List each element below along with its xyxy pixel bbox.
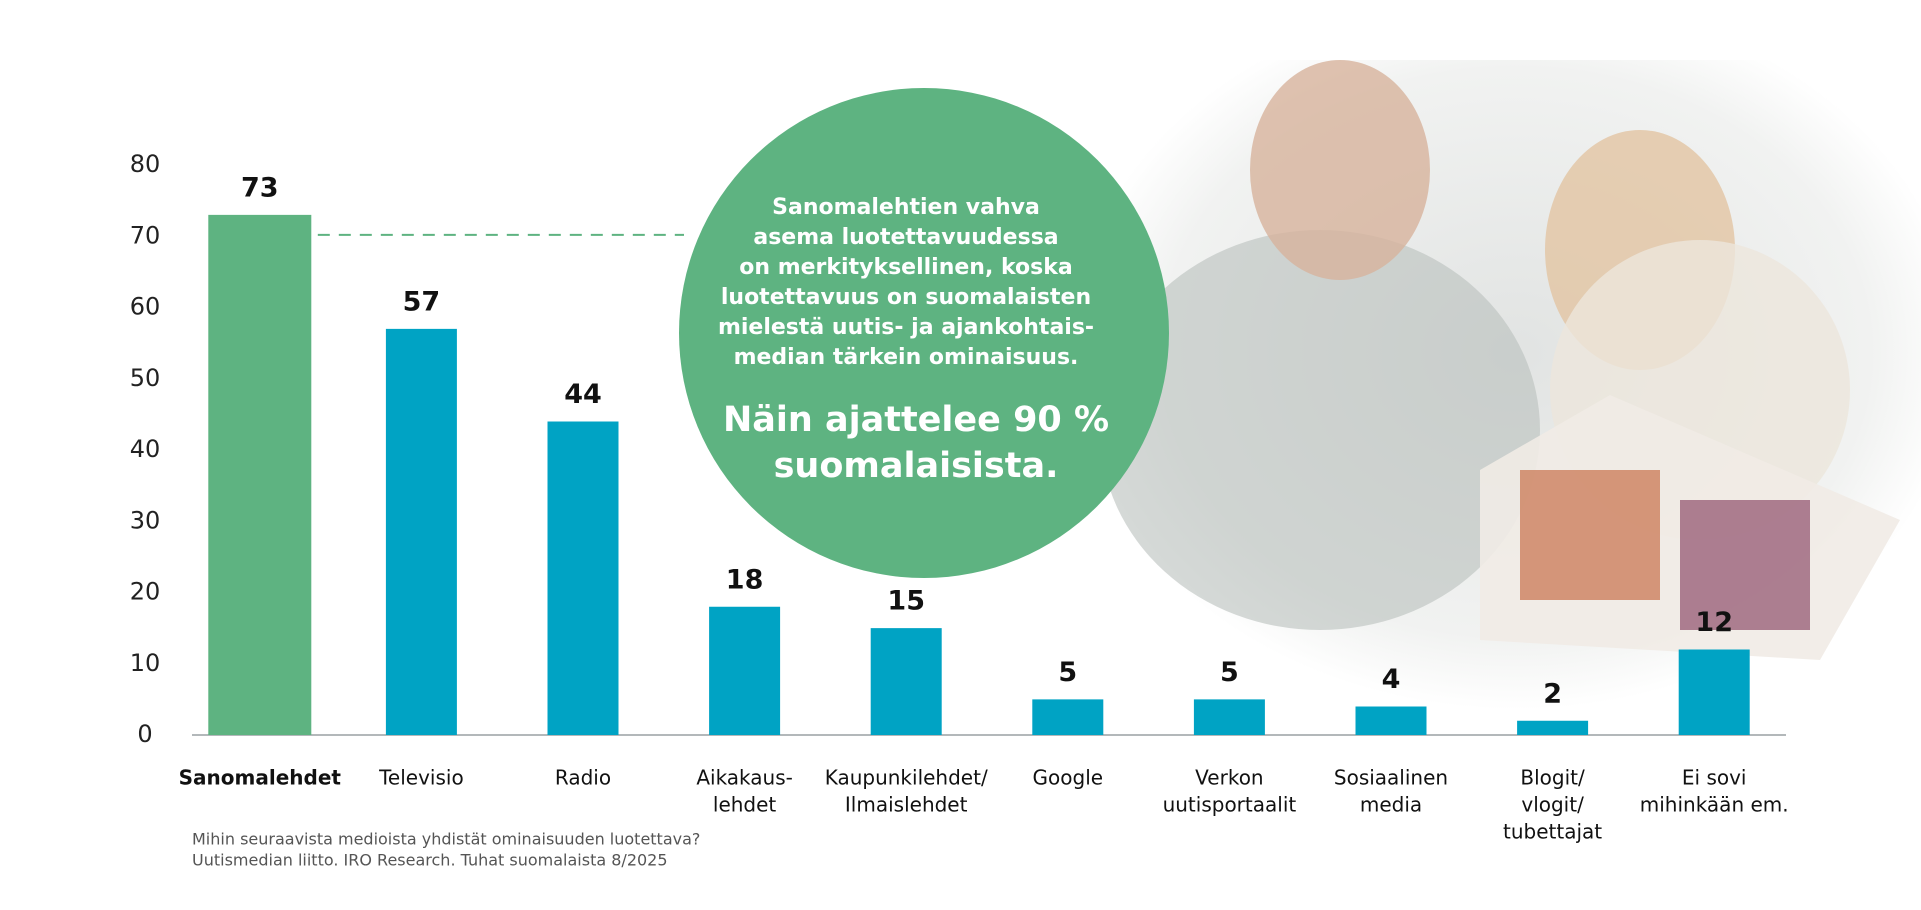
value-label: 2 — [1543, 678, 1562, 709]
callout-bubble — [679, 88, 1169, 578]
x-tick-label: Ilmaislehdet — [845, 793, 968, 817]
y-tick-label: 80 — [130, 150, 161, 178]
x-tick-label: Sanomalehdet — [179, 766, 342, 790]
x-tick-label: Sosiaalinen — [1334, 766, 1448, 790]
value-label: 15 — [887, 586, 925, 617]
callout-highlight: suomalaisista. — [774, 446, 1059, 486]
value-label: 12 — [1695, 607, 1733, 638]
bar — [1517, 720, 1589, 735]
y-tick-label: 10 — [130, 649, 161, 677]
y-tick-label: 50 — [130, 364, 161, 392]
x-tick-label: Aikakaus- — [696, 766, 793, 790]
callout-text: asema luotettavuudessa — [753, 225, 1058, 250]
bar — [385, 328, 457, 735]
bar — [547, 421, 619, 735]
x-tick-label: Kaupunkilehdet/ — [825, 766, 988, 790]
x-tick-label: Radio — [555, 766, 611, 790]
x-tick-label: Verkon — [1195, 766, 1263, 790]
bar — [1032, 699, 1104, 735]
x-tick-label: Blogit/ — [1520, 766, 1585, 790]
bar — [1355, 706, 1427, 735]
y-tick-label: 40 — [130, 435, 161, 463]
callout-text: Sanomalehtien vahva — [772, 195, 1040, 220]
y-tick-label: 0 — [137, 720, 152, 748]
value-label: 73 — [241, 172, 279, 203]
x-tick-label: Televisio — [378, 766, 464, 790]
callout-text: luotettavuus on suomalaisten — [721, 285, 1091, 310]
x-tick-label: Google — [1033, 766, 1104, 790]
x-tick-label: tubettajat — [1503, 820, 1602, 844]
bar — [1193, 699, 1265, 735]
x-tick-label: uutisportaalit — [1163, 793, 1297, 817]
x-tick-label: Ei sovi — [1682, 766, 1747, 790]
y-tick-label: 60 — [130, 293, 161, 321]
callout-text: on merkityksellinen, koska — [739, 255, 1072, 280]
value-label: 5 — [1220, 657, 1239, 688]
y-tick-label: 30 — [130, 506, 161, 534]
value-label: 18 — [726, 564, 764, 595]
bar — [870, 628, 942, 735]
callout-text: mielestä uutis- ja ajankohtais- — [718, 315, 1094, 340]
callout-highlight: Näin ajattelee 90 % — [723, 400, 1109, 440]
value-label: 44 — [564, 379, 602, 410]
x-tick-label: vlogit/ — [1521, 793, 1584, 817]
value-label: 5 — [1058, 657, 1077, 688]
x-tick-label: mihinkään em. — [1640, 793, 1789, 817]
photo — [1100, 60, 1921, 710]
footnote: Uutismedian liitto. IRO Research. Tuhat … — [192, 851, 668, 870]
value-label: 57 — [403, 286, 441, 317]
footnote: Mihin seuraavista medioista yhdistät omi… — [192, 830, 700, 849]
y-tick-label: 20 — [130, 578, 161, 606]
bar — [208, 214, 312, 735]
x-tick-label: lehdet — [713, 793, 777, 817]
value-label: 4 — [1382, 664, 1401, 695]
callout-text: median tärkein ominaisuus. — [734, 345, 1079, 370]
x-tick-label: media — [1360, 793, 1422, 817]
bar — [1678, 649, 1750, 735]
bar — [709, 606, 781, 735]
y-tick-label: 70 — [130, 221, 161, 249]
